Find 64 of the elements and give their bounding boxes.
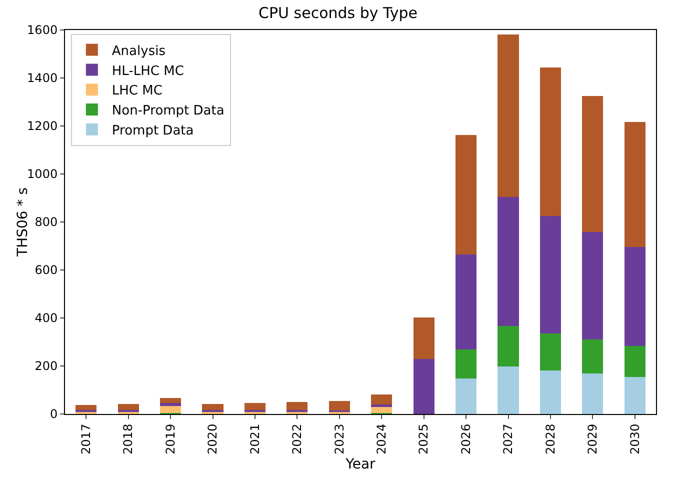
bar (582, 340, 604, 374)
x-tick-label: 2020 (206, 424, 220, 454)
bar (540, 67, 562, 216)
bar (624, 122, 646, 247)
chart-title: CPU seconds by Type (258, 4, 418, 22)
x-tick-label: 2017 (79, 424, 94, 454)
bar (244, 403, 266, 410)
bar (328, 401, 350, 410)
y-tick-label: 200 (34, 359, 58, 374)
bar (498, 326, 519, 366)
bar (371, 406, 392, 413)
y-tick-label: 400 (34, 311, 58, 326)
bar (540, 333, 562, 370)
x-tick-label: 2025 (416, 424, 431, 454)
bar (624, 346, 646, 378)
bar (498, 34, 519, 198)
bar (76, 405, 97, 410)
bar (371, 394, 392, 404)
y-tick-label: 0 (50, 407, 58, 422)
bar (160, 398, 182, 404)
bar (498, 366, 519, 414)
y-tick-label: 1200 (27, 119, 58, 134)
x-axis-title: Year (344, 456, 376, 472)
x-tick-label: 2028 (543, 424, 558, 454)
bar (413, 358, 434, 414)
bar (286, 402, 308, 410)
x-tick-label: 2029 (586, 424, 600, 454)
bar (624, 246, 646, 346)
bar (498, 197, 519, 326)
legend-label: Prompt Data (112, 123, 194, 138)
bar (582, 374, 604, 414)
y-axis-title: THS06 * s (15, 188, 31, 258)
y-tick-label: 800 (34, 215, 58, 230)
x-tick-label: 2022 (290, 424, 304, 454)
x-tick-label: 2019 (163, 424, 178, 454)
bar (540, 216, 562, 334)
x-tick-label: 2027 (501, 424, 516, 454)
x-tick-label: 2023 (332, 424, 346, 454)
legend-label: LHC MC (112, 84, 162, 99)
bar (413, 318, 434, 359)
bar (455, 134, 477, 254)
bar (160, 403, 182, 406)
x-tick-label: 2021 (248, 424, 262, 454)
y-tick-label: 1000 (27, 167, 58, 182)
x-tick-label: 2024 (374, 424, 389, 454)
bar (455, 378, 477, 414)
bar (455, 254, 477, 350)
legend-label: Analysis (112, 44, 166, 59)
bar (455, 349, 477, 378)
x-tick-label: 2018 (121, 424, 136, 454)
x-tick-label: 2030 (628, 424, 642, 454)
y-tick-label: 600 (34, 263, 58, 278)
bar (371, 404, 392, 407)
legend-label: HL-LHC MC (112, 64, 184, 79)
y-tick-label: 1400 (27, 71, 58, 86)
bar (582, 96, 604, 232)
bar (582, 232, 604, 340)
bar (202, 404, 224, 410)
y-tick-label: 1600 (27, 23, 58, 38)
x-tick-label: 2026 (458, 424, 473, 454)
legend-label: Non-Prompt Data (112, 104, 224, 119)
bar (540, 370, 562, 414)
bar (624, 377, 646, 414)
bar (118, 404, 139, 410)
